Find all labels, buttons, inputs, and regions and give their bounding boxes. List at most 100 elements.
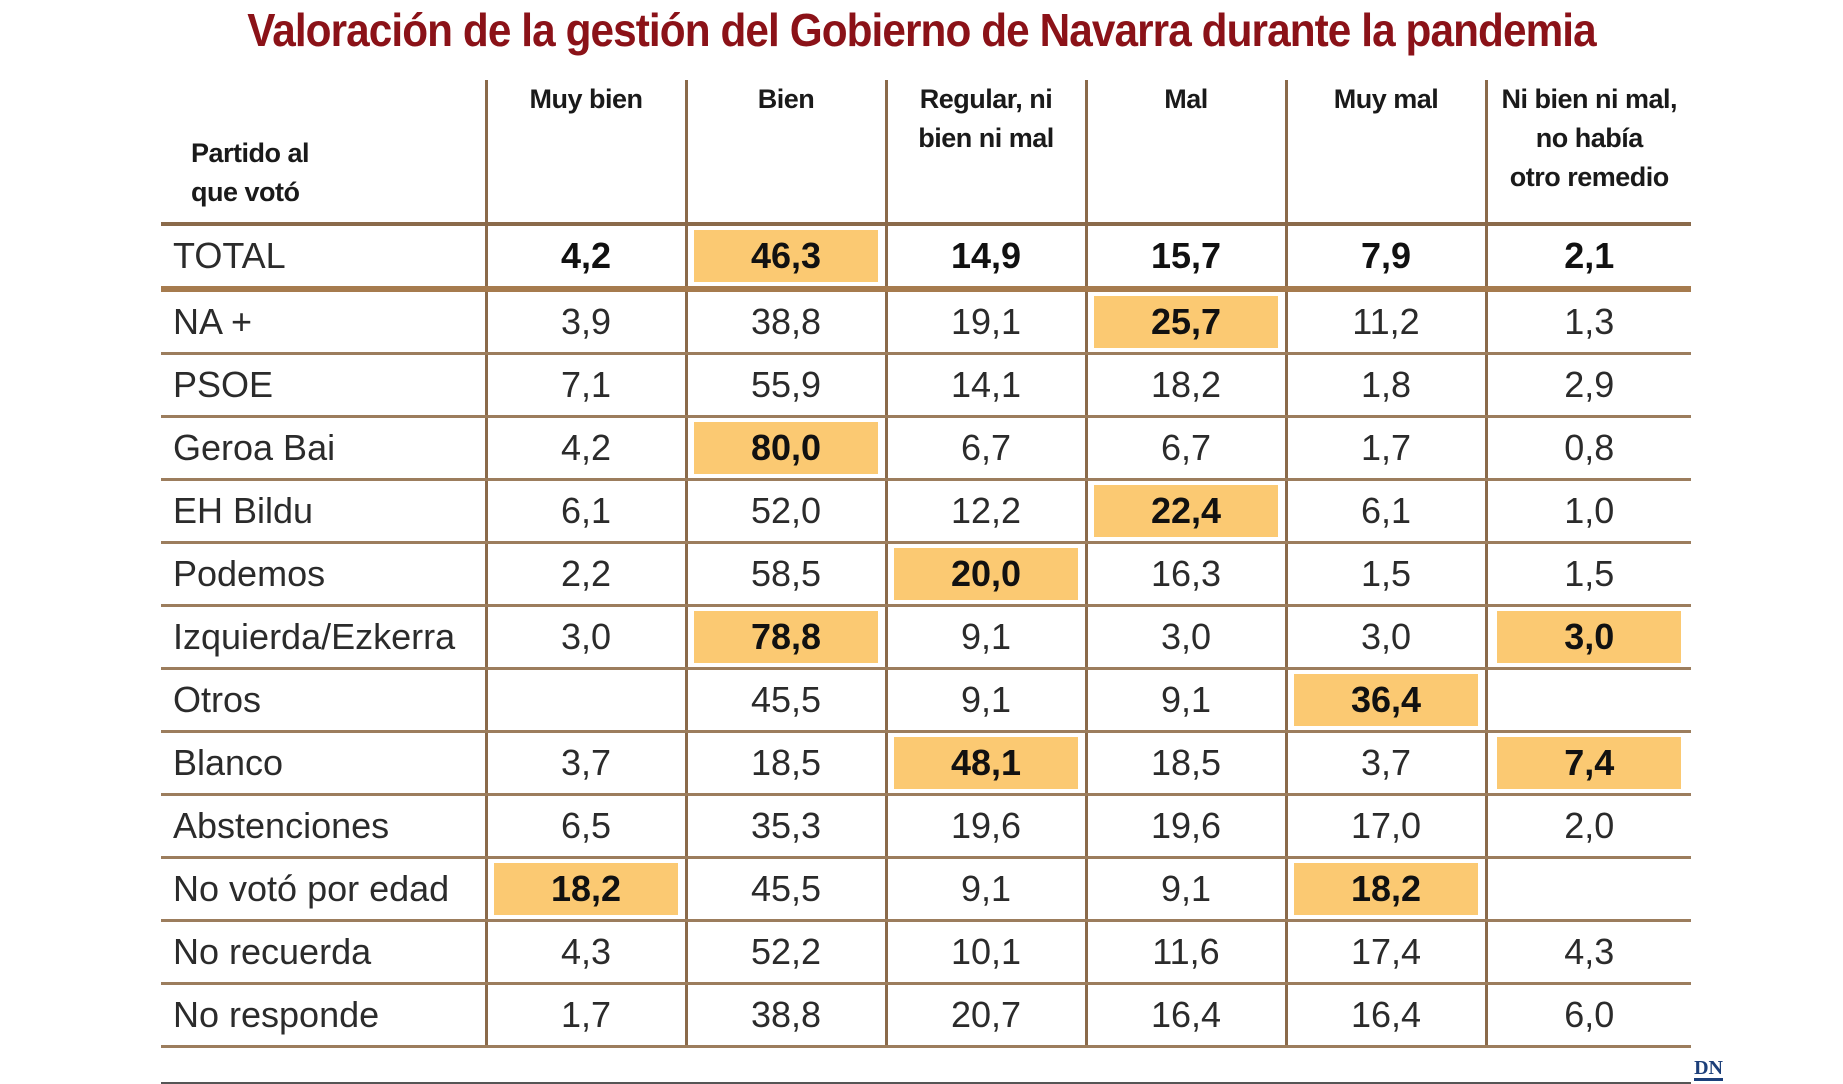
cell-value: 20,7 [950, 994, 1022, 1035]
value-cell: 3,7 [1284, 731, 1486, 796]
value-cell: 18,2 [1084, 353, 1286, 418]
cell-value: 12,2 [950, 490, 1022, 531]
value-cell: 2,0 [1484, 794, 1691, 859]
cell-value: 48,1 [894, 737, 1078, 789]
cell-value: 25,7 [1094, 296, 1278, 348]
highlighted-cell: 3,0 [1484, 605, 1691, 670]
value-cell: 4,2 [484, 224, 686, 292]
value-cell: 16,3 [1084, 542, 1286, 607]
cell-value: 17,4 [1350, 931, 1422, 972]
column-header-muy-mal: Muy mal [1284, 80, 1486, 226]
value-cell: 1,3 [1484, 289, 1691, 355]
row-label: Abstenciones [161, 794, 486, 859]
cell-value: 78,8 [694, 611, 878, 663]
highlighted-cell: 46,3 [684, 224, 886, 292]
column-header-line: Muy bien [529, 84, 643, 114]
highlighted-cell: 80,0 [684, 416, 886, 481]
highlighted-cell: 7,4 [1484, 731, 1691, 796]
highlighted-cell: 20,0 [884, 542, 1086, 607]
party-column-header: Partido al que votó [161, 80, 486, 226]
source-logo: DN [1694, 1057, 1723, 1081]
cell-value: 7,1 [560, 364, 612, 405]
table-row: No votó por edad 18,2 45,5 9,1 9,1 18,2 [161, 857, 1691, 922]
column-header-bien: Bien [684, 80, 886, 226]
value-cell: 55,9 [684, 353, 886, 418]
value-cell: 1,5 [1284, 542, 1486, 607]
highlighted-cell: 22,4 [1084, 479, 1286, 544]
value-cell: 17,4 [1284, 920, 1486, 985]
cell-value: 1,8 [1360, 364, 1412, 405]
value-cell: 1,8 [1284, 353, 1486, 418]
cell-value: 4,2 [560, 235, 612, 276]
row-label: Izquierda/Ezkerra [161, 605, 486, 670]
cell-value: 6,5 [560, 805, 612, 846]
total-row: TOTAL 4,2 46,3 14,9 15,7 7,9 2,1 [161, 224, 1691, 292]
column-header-line: bien ni mal [918, 123, 1054, 153]
value-cell: 3,7 [484, 731, 686, 796]
cell-value: 1,7 [560, 994, 612, 1035]
value-cell: 35,3 [684, 794, 886, 859]
column-header-line: Regular, ni [919, 84, 1053, 114]
column-header-regular: Regular, ni bien ni mal [884, 80, 1086, 226]
table-row: NA + 3,9 38,8 19,1 25,7 11,2 1,3 [161, 289, 1691, 355]
party-header-line: Partido al [191, 138, 310, 168]
cell-value: 4,3 [1564, 931, 1615, 972]
value-cell: 0,8 [1484, 416, 1691, 481]
value-cell: 3,9 [484, 289, 686, 355]
cell-value: 18,2 [1150, 364, 1222, 405]
cell-value: 9,1 [960, 868, 1012, 909]
value-cell: 38,8 [684, 289, 886, 355]
value-cell: 52,0 [684, 479, 886, 544]
row-label: No votó por edad [161, 857, 486, 922]
value-cell: 45,5 [684, 668, 886, 733]
cell-value: 3,0 [1160, 616, 1212, 657]
cell-value: 35,3 [750, 805, 822, 846]
row-label: Geroa Bai [161, 416, 486, 481]
value-cell: 3,0 [1284, 605, 1486, 670]
cell-value: 10,1 [950, 931, 1022, 972]
value-cell: 11,2 [1284, 289, 1486, 355]
cell-value: 11,6 [1152, 931, 1220, 972]
value-cell: 3,0 [484, 605, 686, 670]
cell-value: 3,9 [560, 301, 612, 342]
value-cell: 16,4 [1084, 983, 1286, 1048]
cell-value: 1,5 [1564, 553, 1615, 594]
cell-value: 9,1 [1160, 868, 1212, 909]
cell-value: 4,2 [560, 427, 612, 468]
row-label: EH Bildu [161, 479, 486, 544]
column-header-line: no había [1535, 123, 1644, 153]
cell-value: 14,9 [950, 235, 1022, 276]
value-cell: 58,5 [684, 542, 886, 607]
cell-value: 2,1 [1564, 235, 1615, 276]
value-cell: 4,3 [1484, 920, 1691, 985]
table-row: No responde 1,7 38,8 20,7 16,4 16,4 6,0 [161, 983, 1691, 1048]
value-cell: 7,1 [484, 353, 686, 418]
value-cell: 18,5 [684, 731, 886, 796]
value-cell: 3,0 [1084, 605, 1286, 670]
cell-value: 22,4 [1094, 485, 1278, 537]
cell-value: 1,7 [1360, 427, 1412, 468]
row-label: Otros [161, 668, 486, 733]
table-row: Otros 45,5 9,1 9,1 36,4 [161, 668, 1691, 733]
value-cell: 1,5 [1484, 542, 1691, 607]
value-cell: 6,0 [1484, 983, 1691, 1048]
cell-value: 6,0 [1564, 994, 1615, 1035]
value-cell: 1,0 [1484, 479, 1691, 544]
value-cell: 2,1 [1484, 224, 1691, 292]
value-cell: 6,5 [484, 794, 686, 859]
cell-value: 15,7 [1150, 235, 1222, 276]
row-label: TOTAL [161, 224, 486, 292]
cell-value: 36,4 [1294, 674, 1478, 726]
value-cell: 11,6 [1084, 920, 1286, 985]
value-cell: 6,7 [1084, 416, 1286, 481]
cell-value: 3,7 [1360, 742, 1412, 783]
row-label: No recuerda [161, 920, 486, 985]
highlighted-cell: 78,8 [684, 605, 886, 670]
cell-value: 9,1 [960, 679, 1012, 720]
cell-value: 19,1 [950, 301, 1022, 342]
table-row: Blanco 3,7 18,5 48,1 18,5 3,7 7,4 [161, 731, 1691, 796]
value-cell: 52,2 [684, 920, 886, 985]
cell-value: 4,3 [560, 931, 612, 972]
value-cell: 9,1 [1084, 668, 1286, 733]
value-cell: 6,7 [884, 416, 1086, 481]
